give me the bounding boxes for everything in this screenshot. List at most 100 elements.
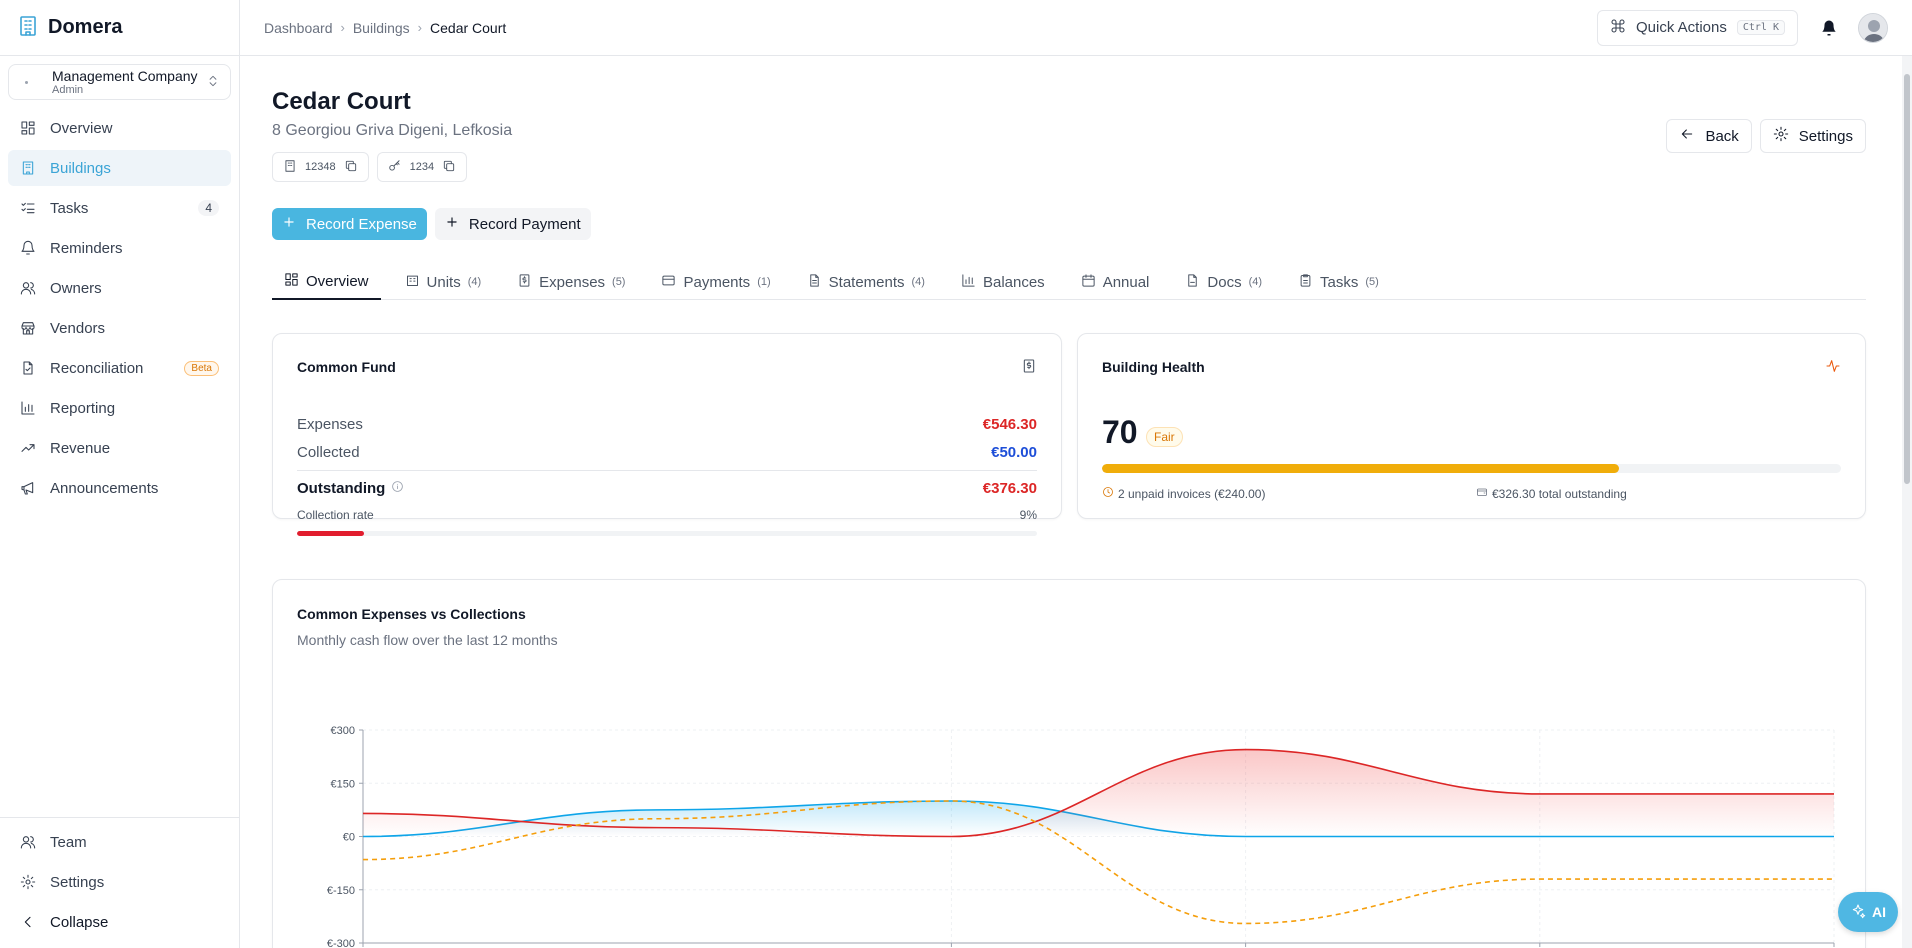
- tab-count: (5): [612, 276, 626, 288]
- unpaid-invoices-text: 2 unpaid invoices (€240.00): [1118, 486, 1266, 501]
- sidebar-item-reconciliation[interactable]: Reconciliation Beta: [8, 350, 231, 386]
- gear-icon: [1773, 126, 1789, 146]
- store-icon: [20, 320, 36, 336]
- header-buttons: Back Settings: [1666, 119, 1866, 153]
- tab-payments[interactable]: Payments (1): [649, 264, 782, 300]
- tab-statements[interactable]: Statements (4): [795, 264, 937, 300]
- common-fund-card: Common Fund Expenses €546.30 Collected €…: [272, 333, 1062, 522]
- info-icon[interactable]: [391, 480, 404, 497]
- record-expense-button[interactable]: Record Expense: [272, 208, 427, 240]
- breadcrumb-current: Cedar Court: [430, 19, 507, 36]
- tab-tasks[interactable]: Tasks (5): [1286, 264, 1391, 300]
- breadcrumb-dashboard[interactable]: Dashboard: [264, 19, 333, 36]
- scrollbar-thumb[interactable]: [1904, 74, 1910, 484]
- copy-icon[interactable]: [442, 159, 456, 176]
- y-tick-label: €-300: [327, 938, 355, 948]
- tab-units[interactable]: Units (4): [393, 264, 494, 300]
- record-payment-button[interactable]: Record Payment: [434, 208, 591, 240]
- file-icon: [1185, 273, 1200, 292]
- copy-icon[interactable]: [344, 159, 358, 176]
- ai-label: AI: [1872, 904, 1886, 920]
- tab-annual[interactable]: Annual: [1069, 264, 1162, 300]
- building-code: 12348: [305, 161, 336, 173]
- breadcrumb-buildings[interactable]: Buildings: [352, 19, 410, 36]
- back-button[interactable]: Back: [1666, 119, 1752, 153]
- quick-actions-button[interactable]: Quick Actions Ctrl K: [1597, 9, 1798, 46]
- action-buttons: Record Expense Record Payment: [272, 208, 591, 240]
- megaphone-icon: [20, 480, 36, 496]
- building-health-card: Building Health 70 Fair 2 unpaid invoice…: [1077, 333, 1866, 519]
- trending-up-icon: [20, 440, 36, 456]
- tab-label: Payments: [683, 273, 751, 291]
- wallet-icon: [1476, 486, 1488, 501]
- beta-badge: Beta: [184, 360, 219, 376]
- sidebar-item-team[interactable]: Team: [8, 824, 231, 860]
- sidebar-item-reporting[interactable]: Reporting: [8, 390, 231, 426]
- sidebar-item-label: Tasks: [50, 199, 89, 217]
- building-health-title: Building Health: [1102, 359, 1205, 375]
- tab-label: Docs: [1207, 273, 1242, 291]
- sidebar-item-buildings[interactable]: Buildings: [8, 150, 231, 186]
- building-icon: [20, 160, 36, 176]
- outstanding-value: €376.30: [982, 480, 1037, 497]
- sidebar-item-overview[interactable]: Overview: [8, 110, 231, 146]
- tab-expenses[interactable]: Expenses (5): [505, 264, 637, 300]
- page-title: Cedar Court: [272, 88, 411, 115]
- scrollbar[interactable]: [1902, 56, 1912, 948]
- tab-count: (5): [1365, 276, 1379, 288]
- tab-overview[interactable]: Overview: [272, 264, 381, 300]
- receipt-icon: [517, 273, 532, 292]
- org-role: Admin: [52, 83, 84, 96]
- chevron-right-icon: ›: [417, 20, 423, 35]
- key-icon: [388, 159, 402, 176]
- settings-button[interactable]: Settings: [1759, 119, 1866, 153]
- plus-icon: [445, 215, 459, 233]
- sidebar-item-owners[interactable]: Owners: [8, 270, 231, 306]
- tab-docs[interactable]: Docs (4): [1173, 264, 1274, 300]
- chart-subtitle: Monthly cash flow over the last 12 month…: [297, 632, 558, 648]
- sidebar-item-label: Owners: [50, 279, 102, 297]
- sidebar-collapse-button[interactable]: Collapse: [8, 904, 231, 940]
- sidebar-item-label: Buildings: [50, 159, 111, 177]
- total-outstanding-text: €326.30 total outstanding: [1492, 486, 1627, 501]
- tab-label: Units: [426, 273, 461, 291]
- app-name: Domera: [48, 16, 123, 38]
- sidebar-footer: Team Settings Collapse: [0, 817, 239, 948]
- ai-assistant-button[interactable]: AI: [1838, 892, 1898, 932]
- brand[interactable]: Domera: [0, 0, 239, 56]
- sidebar-item-settings[interactable]: Settings: [8, 864, 231, 900]
- y-tick-label: €-150: [327, 885, 355, 897]
- sidebar-item-label: Reconciliation: [50, 359, 144, 377]
- tab-label: Tasks: [1320, 273, 1359, 291]
- health-score: 70: [1102, 414, 1138, 450]
- topbar: Dashboard › Buildings › Cedar Court Quic…: [240, 0, 1912, 56]
- settings-label: Settings: [1798, 127, 1853, 145]
- sidebar-item-revenue[interactable]: Revenue: [8, 430, 231, 466]
- tab-balances[interactable]: Balances: [949, 264, 1057, 300]
- access-code-chip[interactable]: 1234: [376, 152, 468, 182]
- sidebar-item-announcements[interactable]: Announcements: [8, 470, 231, 506]
- plus-icon: [282, 215, 296, 233]
- tab-count: (4): [1248, 276, 1263, 288]
- file-check-icon: [20, 360, 36, 376]
- expenses-label: Expenses: [297, 416, 363, 433]
- sidebar-item-label: Collapse: [50, 913, 109, 931]
- building-code-chip[interactable]: 12348: [272, 152, 369, 182]
- quick-actions-label: Quick Actions: [1636, 19, 1727, 36]
- common-fund-title: Common Fund: [297, 359, 396, 375]
- building-logo-icon: [16, 14, 40, 41]
- user-avatar[interactable]: [1858, 12, 1888, 43]
- cash-flow-chart: €300€150€0€-150€-300Dec 25Feb 26Mar 26Ap…: [327, 725, 1835, 948]
- tab-label: Statements: [828, 273, 905, 291]
- sidebar-item-tasks[interactable]: Tasks 4: [8, 190, 231, 226]
- tab-count: (1): [757, 276, 771, 288]
- notifications-bell-icon[interactable]: [1820, 19, 1838, 37]
- sidebar-item-reminders[interactable]: Reminders: [8, 230, 231, 266]
- building-icon: [405, 273, 420, 292]
- gear-icon: [20, 874, 36, 890]
- y-tick-label: €300: [331, 725, 355, 737]
- org-switcher[interactable]: Management Company Admin: [8, 64, 231, 100]
- sidebar-item-vendors[interactable]: Vendors: [8, 310, 231, 346]
- sidebar-item-label: Team: [50, 833, 87, 851]
- y-tick-label: €150: [331, 778, 355, 790]
